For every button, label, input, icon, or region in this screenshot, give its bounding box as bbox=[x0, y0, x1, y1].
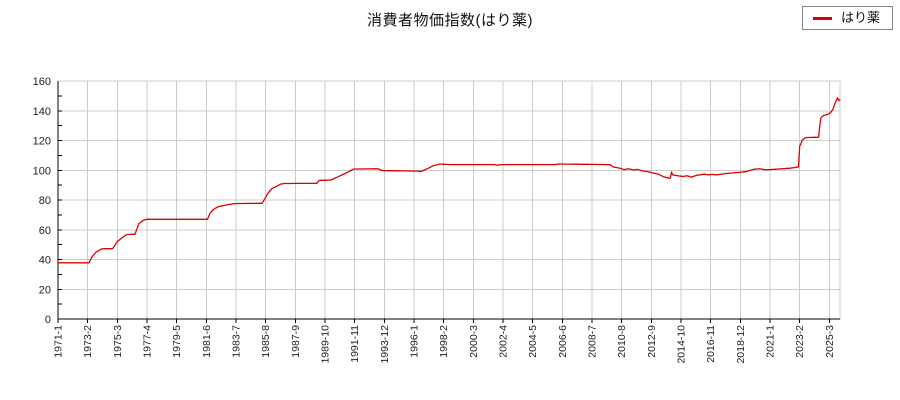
x-tick-label: 1977-4 bbox=[141, 325, 153, 358]
y-tick-label: 80 bbox=[39, 195, 51, 207]
x-tick-label: 1983-7 bbox=[230, 325, 242, 358]
y-tick-label: 100 bbox=[33, 165, 51, 177]
y-tick-label: 140 bbox=[33, 106, 51, 118]
grid bbox=[58, 80, 841, 319]
x-tick-label: 2023-2 bbox=[794, 325, 806, 358]
x-tick-label: 2006-6 bbox=[557, 325, 569, 358]
x-tick-label: 2008-7 bbox=[586, 325, 598, 358]
x-tick-label: 2000-3 bbox=[468, 325, 480, 358]
x-tick-label: 2025-3 bbox=[824, 325, 836, 358]
x-tick-label: 1975-3 bbox=[112, 325, 124, 358]
x-tick-label: 1998-2 bbox=[438, 325, 450, 358]
x-tick-label: 2010-8 bbox=[616, 325, 628, 358]
x-tick-label: 1981-6 bbox=[201, 325, 213, 358]
y-tick-label: 60 bbox=[39, 225, 51, 237]
x-tick-label: 1985-8 bbox=[260, 325, 272, 358]
x-tick-label: 2021-1 bbox=[764, 325, 776, 358]
y-tick-label: 0 bbox=[45, 314, 51, 326]
x-tick-label: 2002-4 bbox=[497, 325, 509, 358]
axes bbox=[57, 81, 840, 323]
x-tick-label: 1971-1 bbox=[53, 325, 65, 358]
legend-line-icon bbox=[812, 16, 832, 20]
x-tick-label: 2014-10 bbox=[675, 325, 687, 364]
y-tick-label: 40 bbox=[39, 255, 51, 267]
x-tick-label: 1993-12 bbox=[379, 325, 391, 364]
axis-labels: 0 20 40 60 80 100 120 140 160 1971-1 1973-2 1975-3 1… bbox=[33, 76, 836, 364]
x-tick-label: 2018-12 bbox=[735, 325, 747, 364]
y-tick-label: 160 bbox=[33, 76, 51, 88]
y-tick-label: 20 bbox=[39, 284, 51, 296]
legend-series-label: はり薬 bbox=[840, 10, 880, 25]
x-tick-label: 2004-5 bbox=[527, 325, 539, 358]
x-tick-label: 2016-11 bbox=[705, 325, 717, 363]
x-tick-label: 1991-11 bbox=[349, 325, 361, 363]
x-tick-label: 1987-9 bbox=[290, 325, 302, 358]
y-tick-label: 120 bbox=[33, 136, 51, 148]
chart-title: 消費者物価指数(はり薬) bbox=[367, 12, 533, 29]
legend-item[interactable]: はり薬 bbox=[801, 6, 893, 30]
x-tick-label: 1979-5 bbox=[171, 325, 183, 358]
x-tick-label: 1973-2 bbox=[82, 325, 94, 358]
x-tick-label: 1989-10 bbox=[319, 325, 331, 364]
x-tick-label: 2012-9 bbox=[646, 325, 658, 358]
x-tick-label: 1996-1 bbox=[408, 325, 420, 358]
series-line bbox=[57, 97, 841, 264]
